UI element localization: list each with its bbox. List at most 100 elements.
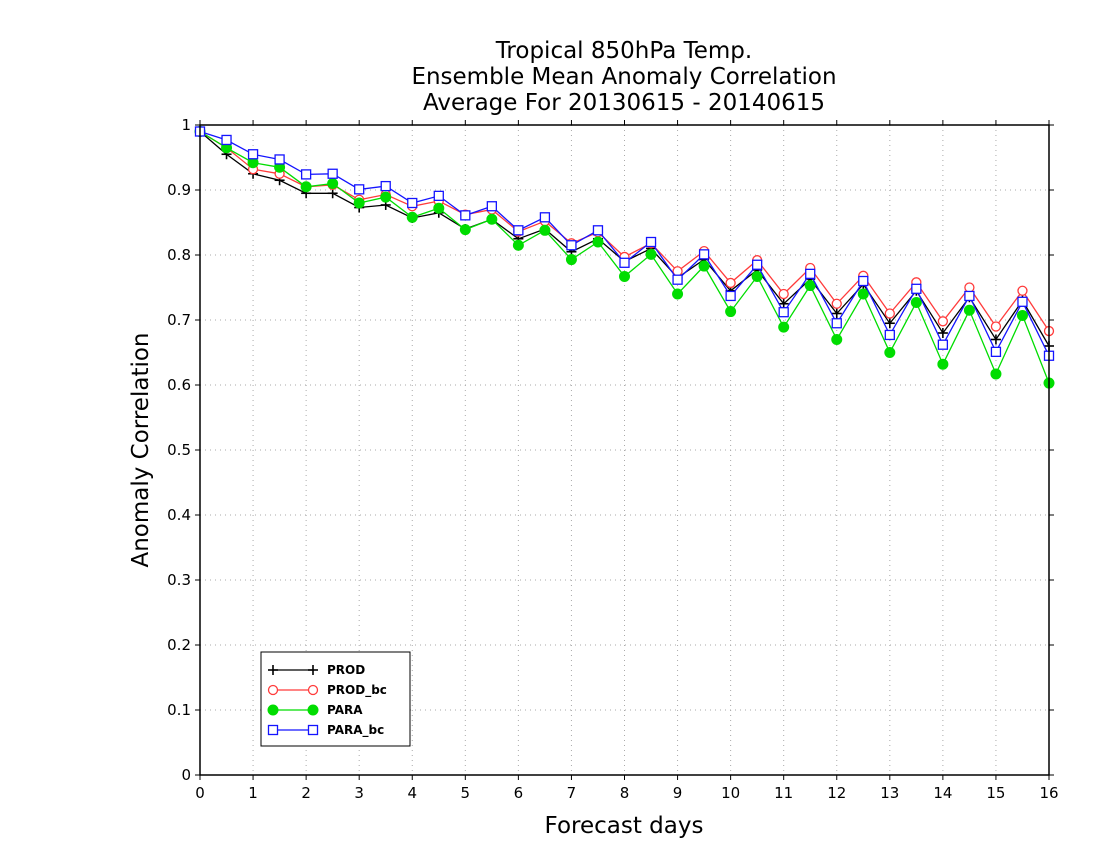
open-square-marker	[752, 259, 763, 270]
x-tick-label: 3	[354, 784, 364, 802]
series-para-bc	[194, 126, 1055, 361]
x-tick-label: 16	[1039, 784, 1058, 802]
open-circle-marker	[884, 308, 895, 319]
open-square-marker	[433, 190, 444, 202]
title-line-1: Tropical 850hPa Temp.	[495, 38, 752, 64]
open-square-marker	[911, 283, 922, 294]
open-square-marker	[725, 290, 736, 302]
open-circle-marker	[725, 277, 736, 289]
filled-circle-marker	[459, 224, 471, 236]
open-circle-marker	[267, 684, 279, 696]
legend-item: PARA_bc	[267, 723, 384, 738]
open-square-marker	[698, 249, 710, 260]
x-tick-label: 14	[933, 784, 952, 802]
filled-circle-marker	[1016, 309, 1028, 321]
x-axis-label: Forecast days	[545, 813, 704, 839]
open-circle-marker	[778, 288, 789, 300]
y-tick-label: 0.9	[167, 181, 191, 199]
filled-circle-marker	[963, 304, 975, 316]
x-tick-label: 13	[880, 784, 899, 802]
open-square-marker	[858, 275, 869, 287]
filled-circle-marker	[512, 239, 524, 251]
filled-circle-marker	[778, 321, 790, 333]
filled-circle-marker	[831, 334, 843, 345]
y-tick-label: 0.6	[167, 376, 191, 394]
title-line-3: Average For 20130615 - 20140615	[423, 90, 825, 116]
filled-circle-marker	[884, 347, 896, 358]
open-circle-marker	[964, 282, 975, 293]
open-square-marker	[778, 307, 789, 318]
filled-circle-marker	[698, 260, 710, 272]
plus-marker	[308, 665, 318, 675]
open-square-marker	[513, 225, 524, 236]
filled-circle-marker	[380, 191, 392, 203]
open-square-marker	[672, 274, 683, 285]
open-square-marker	[937, 339, 949, 350]
open-square-marker	[831, 318, 842, 329]
legend-item: PROD_bc	[267, 683, 387, 698]
open-square-marker	[307, 724, 319, 736]
x-tick-label: 7	[567, 784, 577, 802]
legend-item: PROD	[268, 663, 365, 677]
x-tick-label: 5	[461, 784, 471, 802]
y-axis-label: Anomaly Correlation	[128, 332, 154, 567]
open-circle-marker	[990, 321, 1002, 332]
data-series	[194, 126, 1055, 389]
filled-circle-marker	[857, 288, 869, 300]
open-square-marker	[566, 240, 577, 251]
x-tick-label: 2	[301, 784, 311, 802]
open-square-marker	[354, 184, 365, 195]
series-para	[194, 126, 1055, 389]
y-tick-label: 0.7	[167, 311, 191, 329]
x-tick-label: 10	[721, 784, 740, 802]
filled-circle-marker	[910, 296, 922, 308]
filled-circle-marker	[353, 197, 365, 209]
title-line-2: Ensemble Mean Anomaly Correlation	[411, 64, 836, 90]
filled-circle-marker	[433, 202, 445, 214]
open-square-marker	[805, 268, 816, 280]
x-tick-label: 11	[774, 784, 793, 802]
open-square-marker	[300, 169, 312, 180]
plus-marker	[990, 334, 1001, 345]
open-square-marker	[267, 724, 279, 736]
open-square-marker	[274, 154, 285, 165]
legend: PROD PROD_bc PARA PARA_bc	[260, 651, 411, 747]
x-tick-label: 15	[986, 784, 1005, 802]
x-tick-label: 1	[248, 784, 258, 802]
open-square-marker	[592, 225, 604, 236]
filled-circle-marker	[327, 178, 339, 189]
filled-circle-marker	[672, 288, 684, 300]
filled-circle-marker	[539, 224, 551, 236]
open-square-marker	[619, 257, 630, 268]
filled-circle-marker	[619, 270, 630, 282]
open-circle-marker	[831, 298, 842, 309]
filled-circle-marker	[990, 368, 1002, 380]
x-axis-ticks: 0 1 2 3 4 5 6 7 8 9 10 11 12 13 14 15 16	[195, 120, 1059, 802]
open-square-marker	[1017, 296, 1028, 307]
open-circle-marker	[937, 316, 949, 327]
plus-marker	[831, 308, 842, 319]
filled-circle-marker	[300, 181, 312, 193]
y-tick-label: 0.1	[167, 701, 191, 719]
legend-item: PARA	[267, 703, 363, 717]
filled-circle-marker	[486, 213, 498, 225]
y-tick-label: 0.4	[167, 506, 191, 524]
x-tick-label: 4	[407, 784, 417, 802]
y-tick-label: 0.3	[167, 571, 191, 589]
filled-circle-marker	[565, 254, 577, 266]
grid-lines	[200, 125, 1049, 775]
y-tick-label: 0	[181, 766, 191, 784]
legend-label: PARA	[327, 703, 363, 717]
legend-label: PARA_bc	[327, 723, 384, 738]
plus-marker	[268, 665, 278, 675]
y-tick-label: 0.8	[167, 246, 191, 264]
open-square-marker	[407, 197, 418, 209]
plus-marker	[937, 328, 948, 338]
y-tick-label: 0.2	[167, 636, 191, 654]
open-square-marker	[486, 201, 497, 212]
open-square-marker	[645, 236, 657, 248]
open-square-marker	[884, 329, 895, 341]
chart-title: Tropical 850hPa Temp. Ensemble Mean Anom…	[411, 38, 836, 116]
open-circle-marker	[307, 684, 319, 696]
